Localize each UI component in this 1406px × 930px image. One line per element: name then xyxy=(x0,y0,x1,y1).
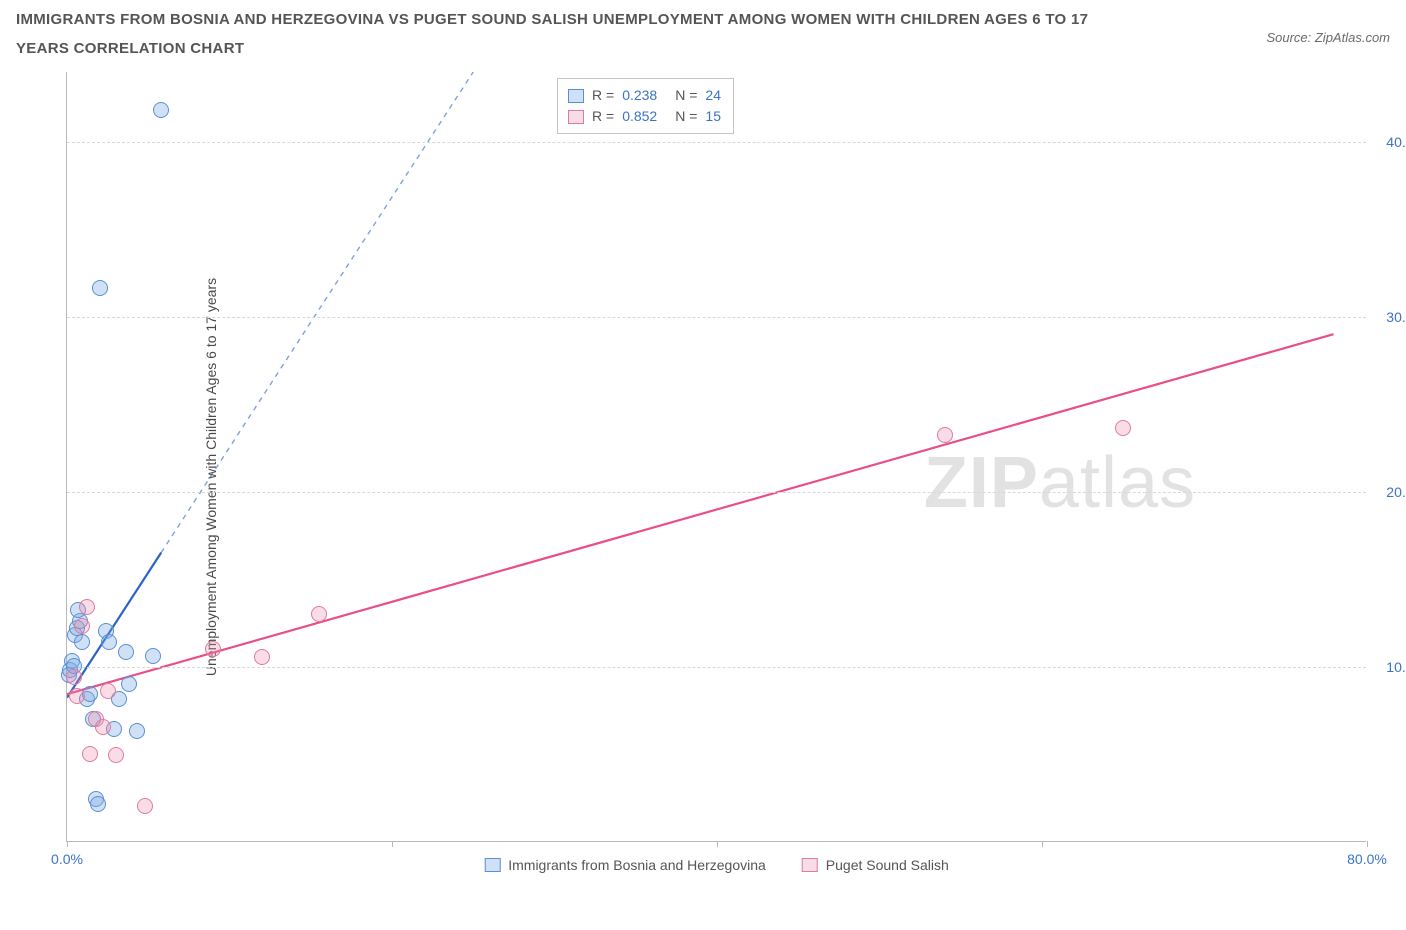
scatter-point xyxy=(74,618,90,634)
legend-r-value: 0.238 xyxy=(622,85,657,106)
series-legend: Immigrants from Bosnia and Herzegovina Pu… xyxy=(484,857,949,873)
legend-swatch xyxy=(568,89,584,103)
legend-swatch xyxy=(568,110,584,124)
scatter-point xyxy=(205,641,221,657)
series-legend-label: Immigrants from Bosnia and Herzegovina xyxy=(508,857,766,873)
scatter-point xyxy=(118,644,134,660)
y-tick-label: 30.0% xyxy=(1386,309,1406,325)
scatter-point xyxy=(92,280,108,296)
correlation-legend: R = 0.238 N = 24 R = 0.852 N = 15 xyxy=(557,78,734,134)
series-legend-item: Immigrants from Bosnia and Herzegovina xyxy=(484,857,766,873)
x-tick xyxy=(1042,841,1043,847)
series-legend-item: Puget Sound Salish xyxy=(802,857,949,873)
trend-lines xyxy=(67,72,1366,841)
scatter-point xyxy=(100,683,116,699)
scatter-point xyxy=(66,669,82,685)
scatter-point xyxy=(101,634,117,650)
legend-swatch xyxy=(802,858,818,872)
legend-n-label: N = xyxy=(675,106,697,127)
scatter-point xyxy=(108,747,124,763)
scatter-point xyxy=(82,746,98,762)
legend-n-value: 24 xyxy=(705,85,721,106)
y-tick-label: 40.0% xyxy=(1386,134,1406,150)
scatter-point xyxy=(1115,420,1131,436)
x-tick xyxy=(67,841,68,847)
scatter-point xyxy=(145,648,161,664)
gridline xyxy=(67,142,1366,143)
x-tick xyxy=(717,841,718,847)
y-tick-label: 10.0% xyxy=(1386,659,1406,675)
legend-n-value: 15 xyxy=(705,106,721,127)
scatter-point xyxy=(69,688,85,704)
legend-r-value: 0.852 xyxy=(622,106,657,127)
scatter-point xyxy=(311,606,327,622)
legend-row: R = 0.238 N = 24 xyxy=(568,85,721,106)
y-tick-label: 20.0% xyxy=(1386,484,1406,500)
scatter-point xyxy=(137,798,153,814)
legend-r-label: R = xyxy=(592,106,614,127)
gridline xyxy=(67,492,1366,493)
x-tick-label: 80.0% xyxy=(1347,851,1387,867)
legend-row: R = 0.852 N = 15 xyxy=(568,106,721,127)
x-tick xyxy=(1367,841,1368,847)
correlation-chart: Unemployment Among Women with Children A… xyxy=(16,72,1386,882)
page-title: IMMIGRANTS FROM BOSNIA AND HERZEGOVINA V… xyxy=(16,6,1116,63)
gridline xyxy=(67,667,1366,668)
series-legend-label: Puget Sound Salish xyxy=(826,857,949,873)
scatter-point xyxy=(937,427,953,443)
scatter-point xyxy=(95,719,111,735)
x-tick-label: 0.0% xyxy=(51,851,83,867)
chart-plot-area: ZIPatlas R =0.238N =24R =0.852N =15 Immi… xyxy=(66,72,1366,842)
legend-swatch xyxy=(484,858,500,872)
scatter-point xyxy=(90,796,106,812)
legend-n-label: N = xyxy=(675,85,697,106)
scatter-point xyxy=(74,634,90,650)
scatter-point xyxy=(254,649,270,665)
scatter-point xyxy=(121,676,137,692)
source-label: Source: ZipAtlas.com xyxy=(1266,30,1390,45)
gridline xyxy=(67,317,1366,318)
watermark: ZIPatlas xyxy=(924,442,1196,524)
scatter-point xyxy=(79,599,95,615)
scatter-point xyxy=(129,723,145,739)
legend-r-label: R = xyxy=(592,85,614,106)
scatter-point xyxy=(153,102,169,118)
x-tick xyxy=(392,841,393,847)
